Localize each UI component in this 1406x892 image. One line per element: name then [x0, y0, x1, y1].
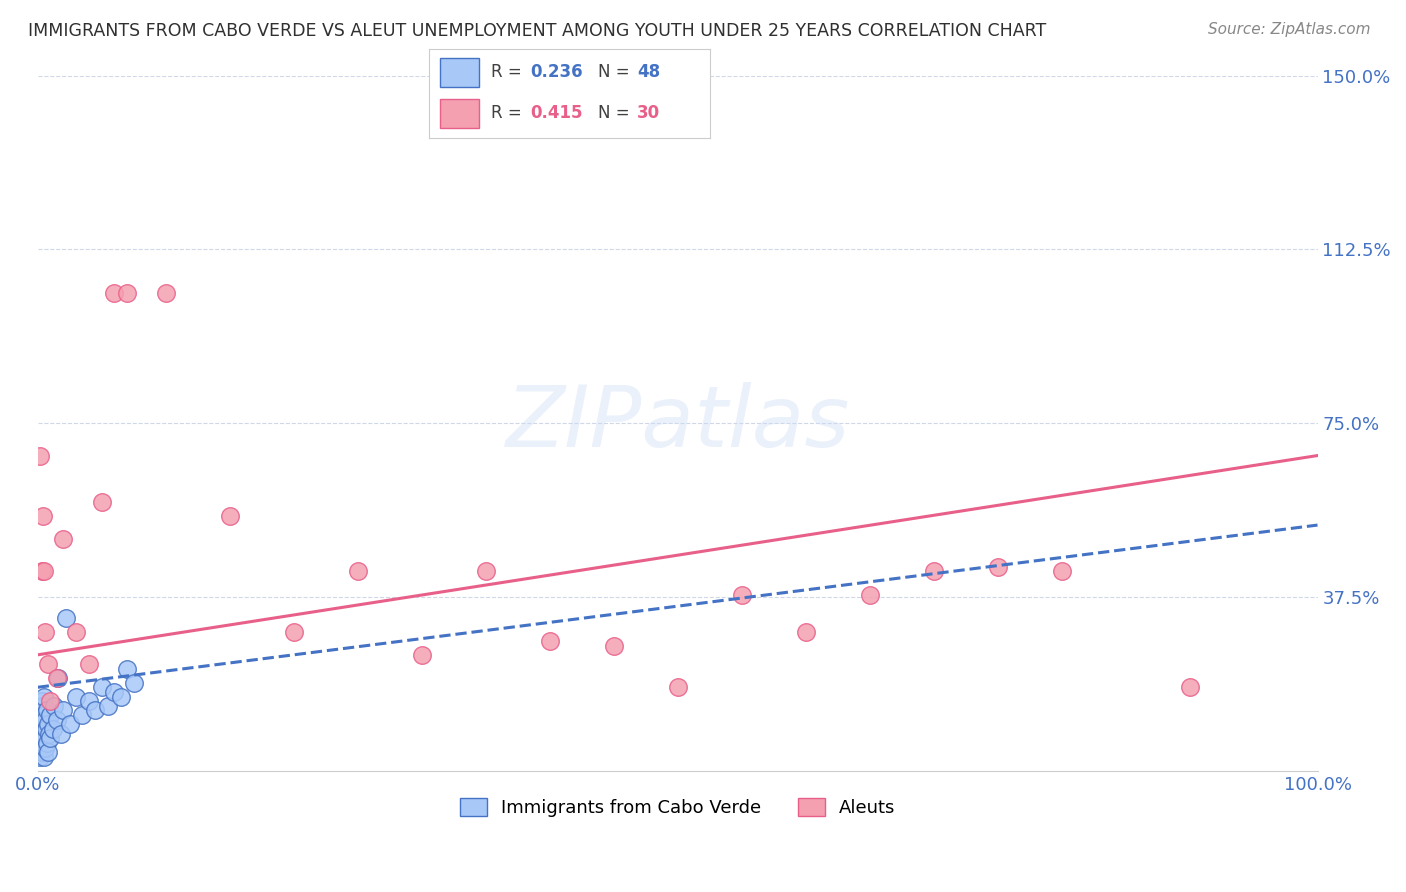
Point — [90, 495, 112, 509]
Point — [32, 749, 55, 764]
Text: 0.236: 0.236 — [530, 63, 582, 81]
Point — [31, 713, 53, 727]
Point — [411, 648, 433, 662]
Point — [65, 624, 87, 639]
Point — [32, 726, 55, 740]
Point — [65, 690, 87, 704]
Point — [34, 731, 56, 746]
Text: 48: 48 — [637, 63, 659, 81]
Point — [538, 634, 561, 648]
Point — [602, 639, 624, 653]
Text: N =: N = — [598, 63, 634, 81]
Point — [84, 703, 107, 717]
Point — [30, 717, 52, 731]
Point — [283, 624, 305, 639]
Text: R =: R = — [491, 104, 527, 122]
Point — [37, 657, 59, 672]
Point — [218, 508, 240, 523]
Point — [794, 624, 817, 639]
Point — [39, 708, 62, 723]
Point — [103, 685, 125, 699]
Point — [34, 740, 56, 755]
Point — [97, 698, 120, 713]
Point — [30, 449, 52, 463]
Point — [666, 680, 689, 694]
Point — [59, 717, 82, 731]
Text: Source: ZipAtlas.com: Source: ZipAtlas.com — [1208, 22, 1371, 37]
Point — [1178, 680, 1201, 694]
Text: ZIPatlas: ZIPatlas — [506, 382, 849, 465]
Point — [52, 703, 75, 717]
Point — [35, 703, 58, 717]
Point — [34, 713, 56, 727]
Point — [122, 675, 145, 690]
Point — [32, 736, 55, 750]
Point — [77, 657, 100, 672]
Point — [155, 286, 177, 301]
Point — [103, 286, 125, 301]
Point — [31, 740, 53, 755]
Point — [45, 713, 67, 727]
Point — [31, 694, 53, 708]
Text: IMMIGRANTS FROM CABO VERDE VS ALEUT UNEMPLOYMENT AMONG YOUTH UNDER 25 YEARS CORR: IMMIGRANTS FROM CABO VERDE VS ALEUT UNEM… — [28, 22, 1046, 40]
Point — [52, 532, 75, 546]
Point — [1050, 565, 1073, 579]
Bar — [440, 99, 479, 128]
Point — [31, 565, 53, 579]
Point — [474, 565, 496, 579]
Text: R =: R = — [491, 63, 527, 81]
Point — [42, 722, 65, 736]
Point — [37, 717, 59, 731]
Point — [77, 694, 100, 708]
Point — [730, 588, 752, 602]
Point — [39, 694, 62, 708]
Point — [117, 662, 139, 676]
Point — [30, 736, 52, 750]
Point — [55, 611, 77, 625]
Text: N =: N = — [598, 104, 634, 122]
Point — [32, 565, 55, 579]
Point — [117, 286, 139, 301]
Point — [39, 731, 62, 746]
Point — [35, 736, 58, 750]
Text: 30: 30 — [637, 104, 659, 122]
Point — [31, 508, 53, 523]
Point — [110, 690, 132, 704]
Point — [46, 671, 69, 685]
Point — [31, 726, 53, 740]
Point — [346, 565, 368, 579]
Point — [31, 731, 53, 746]
Point — [34, 624, 56, 639]
Point — [90, 680, 112, 694]
Point — [37, 745, 59, 759]
Point — [28, 740, 51, 755]
Point — [31, 745, 53, 759]
Legend: Immigrants from Cabo Verde, Aleuts: Immigrants from Cabo Verde, Aleuts — [453, 790, 903, 824]
Point — [30, 708, 52, 723]
Point — [30, 749, 52, 764]
Point — [45, 671, 67, 685]
Point — [28, 726, 51, 740]
Bar — [440, 58, 479, 87]
Point — [987, 559, 1010, 574]
Point — [49, 726, 72, 740]
Point — [38, 726, 60, 740]
Point — [31, 698, 53, 713]
Point — [922, 565, 945, 579]
Text: 0.415: 0.415 — [530, 104, 582, 122]
Point — [35, 722, 58, 736]
Point — [32, 708, 55, 723]
Point — [858, 588, 880, 602]
Point — [31, 722, 53, 736]
Point — [32, 690, 55, 704]
Point — [44, 698, 66, 713]
Point — [72, 708, 94, 723]
